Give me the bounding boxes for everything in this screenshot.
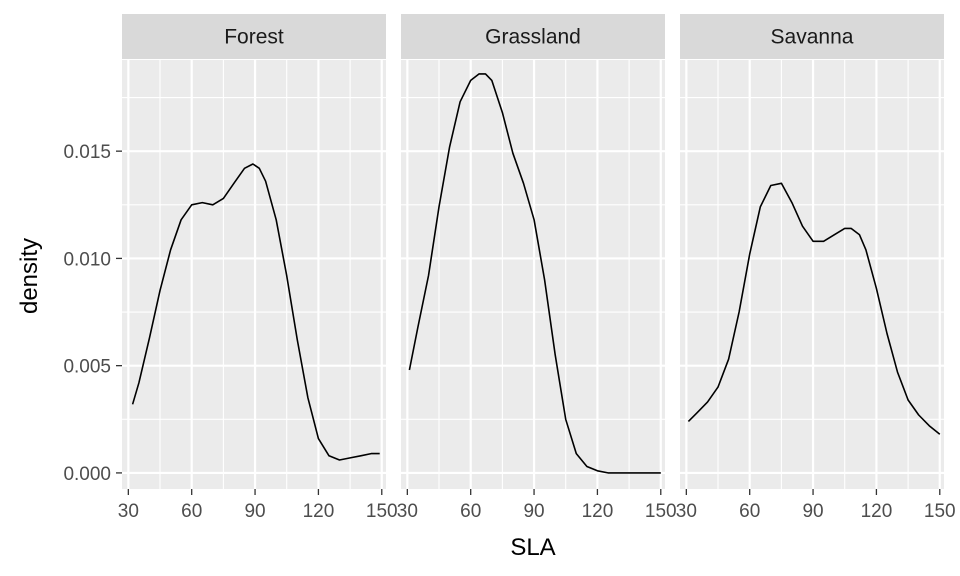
facet-strip-label: Forest — [224, 26, 284, 49]
facet-strip — [401, 14, 665, 59]
facet-strip-label: Grassland — [485, 26, 581, 49]
x-tick-label: 90 — [523, 501, 544, 522]
panel-forest: Forest 30 60 90 120 150 — [118, 14, 398, 522]
y-axis-title: density — [16, 238, 43, 314]
x-tick-label: 90 — [244, 501, 265, 522]
y-tick-label: 0.000 — [63, 464, 111, 485]
x-tick-label: 30 — [676, 501, 697, 522]
x-tick-label: 30 — [397, 501, 418, 522]
density-line — [131, 163, 380, 461]
x-tick-label: 120 — [582, 501, 614, 522]
panel-grassland: Grassland 30 60 90 120 150 — [397, 14, 677, 522]
x-tick-label: 120 — [303, 501, 335, 522]
x-tick-label: 150 — [645, 501, 677, 522]
panel-savanna: Savanna 30 60 90 120 150 — [676, 14, 956, 522]
y-tick-label: 0.015 — [63, 142, 111, 163]
x-tick-label: 60 — [181, 501, 202, 522]
x-tick-label: 60 — [739, 501, 760, 522]
y-axis: 0.000 0.005 0.010 0.015 — [63, 142, 122, 485]
facet-strip — [122, 14, 386, 59]
density-line — [408, 73, 661, 474]
x-tick-label: 60 — [460, 501, 481, 522]
x-tick-label: 150 — [924, 501, 956, 522]
x-tick-label: 120 — [861, 501, 893, 522]
x-axis-title: SLA — [510, 534, 555, 561]
facet-strip-label: Savanna — [771, 26, 854, 49]
facet-strip — [680, 14, 944, 59]
x-tick-label: 90 — [802, 501, 823, 522]
y-tick-label: 0.010 — [63, 249, 111, 270]
x-tick-label: 30 — [118, 501, 139, 522]
density-line — [687, 182, 941, 435]
y-tick-label: 0.005 — [63, 357, 111, 378]
x-tick-label: 150 — [366, 501, 398, 522]
